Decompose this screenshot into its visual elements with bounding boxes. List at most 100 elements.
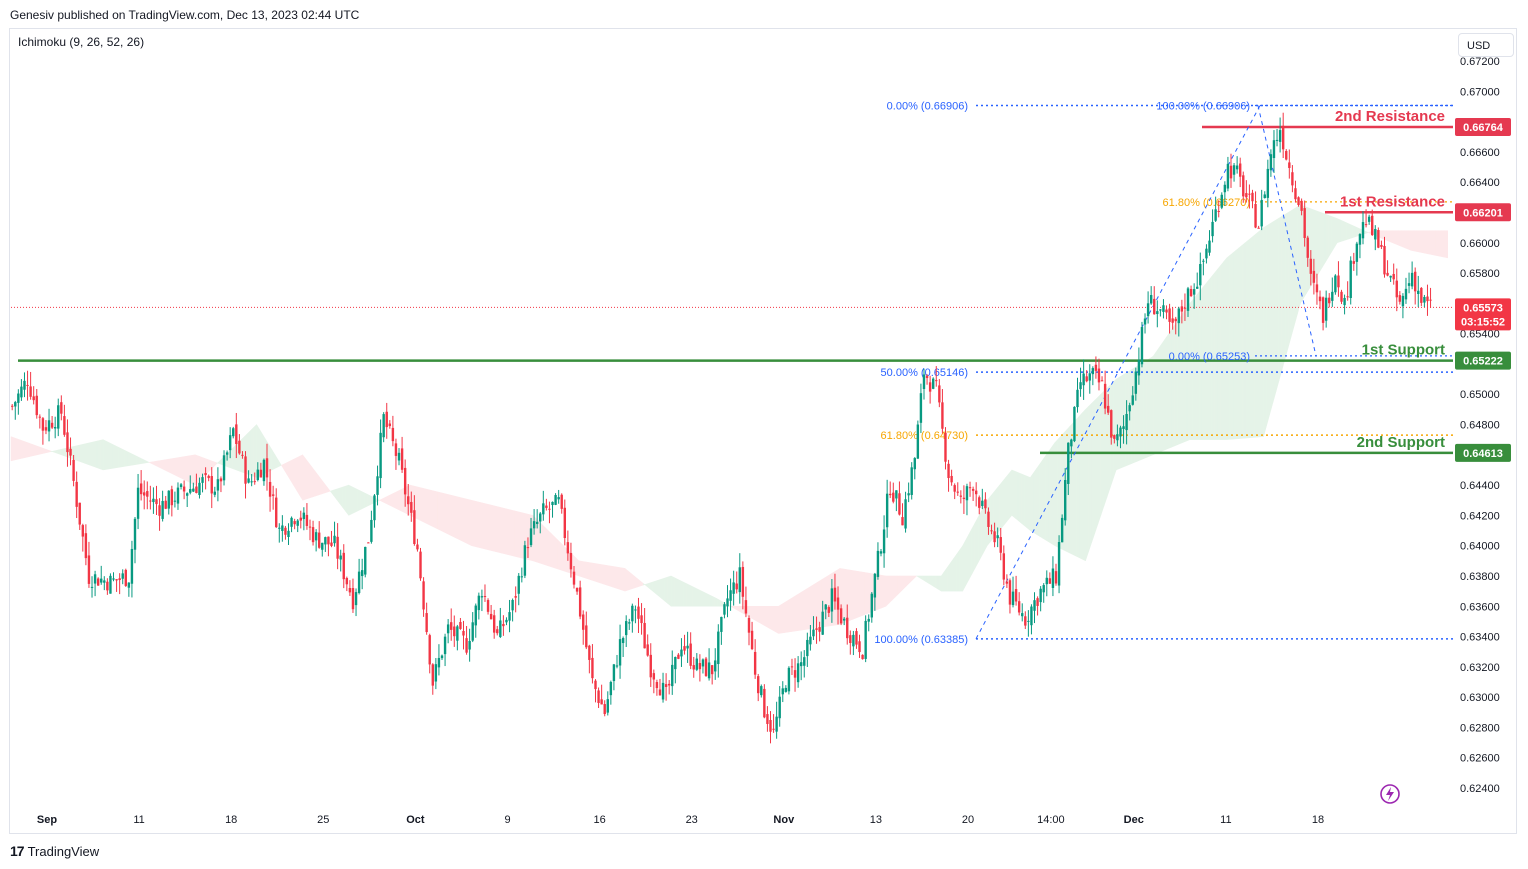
candle-body (1245, 193, 1248, 198)
candle-body (689, 643, 692, 666)
cloud-segment (658, 578, 663, 600)
candle-body (1291, 172, 1294, 186)
candle-body (1091, 368, 1095, 375)
x-tick-label: Sep (37, 814, 57, 826)
candle-body (913, 458, 916, 470)
cloud-segment (35, 445, 39, 456)
candle-body (136, 487, 140, 519)
candle-body (796, 663, 800, 683)
cloud-segment (164, 459, 168, 472)
candle-body (928, 382, 932, 392)
cloud-segment (465, 498, 469, 545)
candle-body (373, 495, 376, 521)
candle-body (551, 501, 554, 506)
candle-body (658, 689, 662, 696)
cloud-segment (937, 575, 942, 592)
candle-body (198, 482, 201, 495)
cloud-segment (1017, 472, 1022, 524)
candle-body (1275, 139, 1279, 141)
cloud-segment (719, 599, 724, 607)
candle-body (1186, 288, 1190, 311)
cloud-segment (827, 573, 831, 627)
candle-body (935, 380, 938, 382)
candle-body (760, 686, 763, 696)
candle-body (388, 423, 392, 427)
cloud-segment (1429, 230, 1433, 256)
indicator-legend[interactable]: Ichimoku (9, 26, 52, 26) (18, 35, 145, 49)
cloud-segment (698, 589, 702, 607)
candle-body (1300, 200, 1303, 211)
candle-body (1017, 601, 1021, 613)
x-tick-label: 20 (962, 814, 974, 826)
cloud-segment (962, 539, 967, 592)
fib-label: 61.80% (0.66270) (1163, 197, 1250, 209)
candle-body (637, 606, 640, 619)
tradingview-logo[interactable]: 17 TradingView (10, 843, 99, 859)
candle-body (1389, 275, 1392, 278)
cloud-segment (1386, 230, 1390, 242)
cloud-segment (1002, 476, 1006, 528)
candle-body (1039, 588, 1042, 603)
candle-body (69, 448, 72, 456)
cloud-segment (627, 570, 632, 591)
cloud-segment (311, 466, 316, 498)
cloud-segment (1226, 254, 1231, 440)
cloud-segment (787, 598, 792, 633)
candle-body (514, 596, 517, 598)
candle-body (60, 402, 63, 414)
y-tick-label: 0.63800 (1460, 571, 1500, 583)
candle-body (1202, 260, 1205, 262)
cloud-segment (38, 446, 42, 455)
candle-body (1229, 165, 1233, 179)
candle-body (385, 411, 388, 428)
candle-body (351, 588, 355, 610)
candle-body (1137, 359, 1141, 376)
candle-body (1312, 270, 1316, 283)
candle-body (496, 629, 499, 634)
candle-body (664, 684, 668, 687)
candle-body (443, 636, 447, 655)
cloud-segment (1330, 215, 1335, 254)
cloud-segment (953, 553, 957, 592)
cloud-segment (735, 606, 739, 612)
candle-body (44, 427, 48, 431)
countdown-text: 03:15:52 (1461, 316, 1505, 328)
candle-body (465, 638, 468, 653)
cloud-segment (495, 505, 500, 553)
candle-body (1423, 296, 1426, 303)
cloud-segment (23, 440, 27, 459)
cloud-segment (1149, 355, 1154, 457)
candle-body (192, 488, 195, 492)
candle-body (554, 495, 557, 505)
cloud-segment (1119, 374, 1123, 470)
cloud-segment (400, 487, 405, 513)
candle-body (698, 663, 702, 670)
currency-button[interactable]: USD (1458, 33, 1514, 57)
cloud-segment (1346, 222, 1350, 241)
cloud-segment (732, 606, 736, 610)
candle-body (735, 583, 738, 590)
cloud-segment (394, 490, 399, 510)
price-tags: 0.66764 0.66201 0.65222 0.64613 0.65573 03:15… (1455, 118, 1511, 462)
cloud-segment (41, 447, 46, 455)
cloud-segment (323, 482, 328, 494)
cloud-segment (155, 460, 159, 468)
cloud-segment (1266, 223, 1270, 426)
cloud-segment (1343, 220, 1347, 242)
fib-label: 100.00% (0.63385) (874, 634, 968, 646)
replay-icon (1380, 784, 1400, 804)
cloud-segment (185, 455, 190, 483)
candle-body (1380, 244, 1383, 247)
candle-body (1211, 221, 1214, 237)
cloud-segment (563, 545, 567, 573)
cloud-segment (1364, 230, 1369, 235)
cloud-segment (931, 575, 936, 588)
candle-body (1413, 271, 1417, 292)
cloud-segment (449, 494, 454, 537)
candle-body (290, 517, 293, 527)
candle-body (839, 608, 843, 624)
candle-body (956, 491, 959, 493)
cloud-segment (440, 492, 445, 533)
cloud-segment (907, 575, 911, 586)
